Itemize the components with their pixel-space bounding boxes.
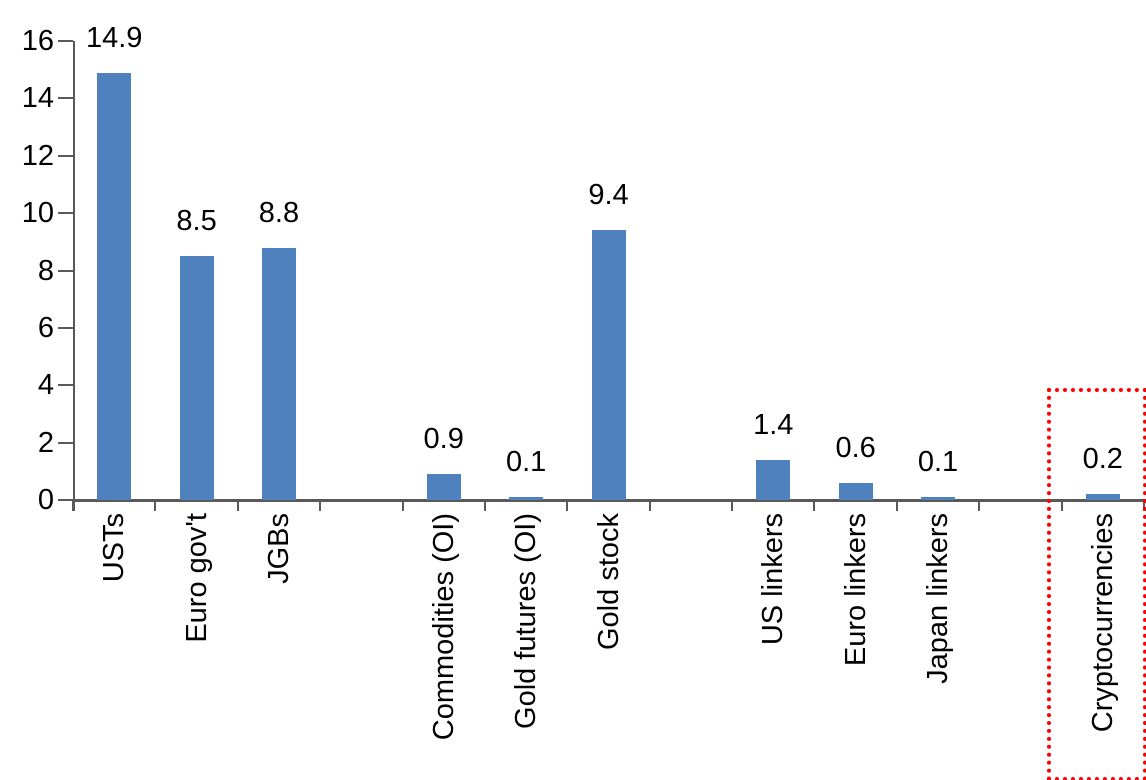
bar-value-label: 9.4 <box>588 179 629 212</box>
bar-value-label: 1.4 <box>753 408 794 441</box>
y-axis-tick-label: 12 <box>21 139 54 172</box>
bar <box>838 482 873 500</box>
x-axis-tick <box>566 500 569 511</box>
x-axis-tick <box>648 500 651 511</box>
x-axis-tick <box>236 500 239 511</box>
y-axis-tick-label: 16 <box>21 25 54 57</box>
highlight-box <box>1047 388 1146 780</box>
x-axis-tick <box>401 500 404 511</box>
category-label: Commodities (OI) <box>427 513 460 741</box>
category-label: Gold futures (OI) <box>510 513 543 729</box>
bar <box>97 72 132 500</box>
x-axis-tick <box>895 500 898 511</box>
category-label: US linkers <box>757 513 790 646</box>
y-axis-tick-label: 4 <box>37 369 54 402</box>
x-axis-tick <box>72 500 74 511</box>
bar-value-label: 0.1 <box>917 446 959 479</box>
bar-value-label: 0.6 <box>835 431 876 464</box>
bar <box>261 247 296 500</box>
bar <box>921 497 956 500</box>
bar-value-label: 0.1 <box>505 446 547 479</box>
x-axis-tick <box>483 500 486 511</box>
y-axis-tick-label: 6 <box>37 311 54 344</box>
x-axis-tick <box>154 500 157 511</box>
y-axis-tick-label: 0 <box>37 484 54 516</box>
bar <box>509 497 544 500</box>
x-axis-tick <box>813 500 816 511</box>
bar-value-label: 8.5 <box>176 205 217 238</box>
bar <box>1085 494 1120 500</box>
bar-value-label: 14.9 <box>85 21 143 54</box>
y-axis-tick-label: 8 <box>37 254 54 287</box>
y-axis-tick-label: 2 <box>37 426 54 459</box>
bar-value-label: 8.8 <box>258 196 300 229</box>
x-axis-tick <box>731 500 734 511</box>
bar <box>426 474 461 500</box>
bar <box>179 256 214 500</box>
bar-value-label: 0.9 <box>423 423 464 456</box>
category-label: USTs <box>98 513 131 583</box>
y-axis-tick <box>58 269 73 272</box>
y-axis-tick <box>58 326 73 329</box>
x-axis-line <box>73 499 1146 502</box>
bar <box>591 230 626 500</box>
y-axis-tick <box>58 97 73 100</box>
y-axis-tick <box>58 441 73 444</box>
y-axis-tick-label: 14 <box>21 82 54 115</box>
y-axis-tick <box>58 154 73 157</box>
category-label: JGBs <box>262 513 295 584</box>
category-label: Euro linkers <box>839 513 872 667</box>
x-axis-tick <box>319 500 322 511</box>
bar-value-label: 0.2 <box>1082 443 1123 476</box>
category-label: Gold stock <box>592 513 625 650</box>
y-axis-tick-label: 10 <box>21 197 54 230</box>
y-axis-tick <box>58 212 73 215</box>
x-axis-tick <box>1060 500 1063 511</box>
y-axis-tick <box>58 384 73 387</box>
category-label: Euro gov't <box>180 513 213 643</box>
x-axis-tick <box>978 500 981 511</box>
category-label: Japan linkers <box>922 513 955 684</box>
y-axis-tick <box>58 40 73 42</box>
y-axis-tick <box>58 499 73 501</box>
y-axis-line <box>73 41 75 511</box>
bar <box>756 459 791 500</box>
